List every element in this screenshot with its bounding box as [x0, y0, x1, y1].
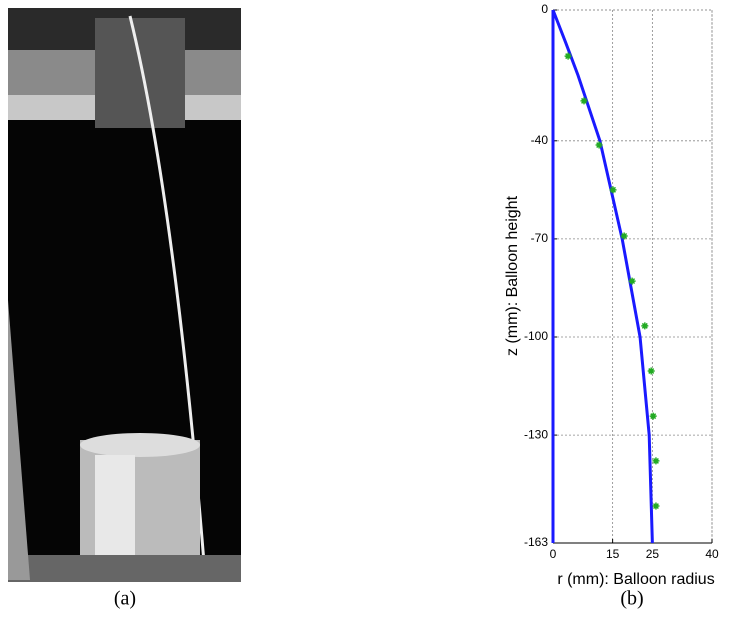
y-tick-label: 0: [541, 2, 548, 16]
scatter-point: [628, 277, 636, 285]
y-tick-label: -100: [524, 329, 548, 343]
y-axis-label: z (mm): Balloon height: [504, 195, 521, 356]
caption: (a): [114, 588, 136, 610]
caption: (b): [620, 588, 643, 610]
photo: [8, 8, 241, 582]
y-tick-label: -40: [531, 133, 549, 147]
y-tick-label: -130: [524, 427, 548, 441]
scatter-point: [641, 322, 649, 330]
scatter-point: [595, 141, 603, 149]
scatter-point: [652, 457, 660, 465]
x-tick-label: 15: [606, 547, 620, 561]
x-tick-label: 0: [550, 547, 557, 561]
y-tick-label: -163: [524, 535, 548, 549]
y-tick-label: -70: [531, 231, 549, 245]
scatter-point: [564, 52, 572, 60]
series-line: [551, 9, 654, 544]
scatter-point: [580, 97, 588, 105]
scatter-point: [620, 232, 628, 240]
scatter-point: [647, 367, 655, 375]
scatter-point: [652, 502, 660, 510]
x-tick-label: 25: [646, 547, 660, 561]
scatter-point: [609, 186, 617, 194]
x-tick-label: 40: [705, 547, 719, 561]
x-axis-label: r (mm): Balloon radius: [557, 571, 714, 588]
scatter-point: [649, 412, 657, 420]
plot-frame: [552, 9, 713, 544]
